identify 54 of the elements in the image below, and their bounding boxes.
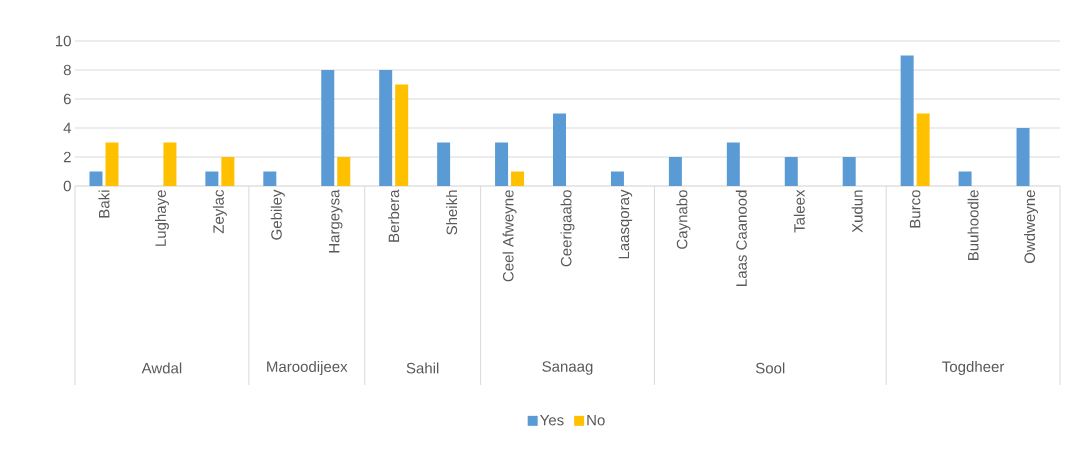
bar bbox=[205, 171, 219, 186]
bar bbox=[263, 171, 277, 186]
bar bbox=[958, 171, 972, 186]
x-tick-label: Burco bbox=[909, 190, 921, 228]
bar bbox=[511, 171, 525, 186]
bar bbox=[163, 142, 177, 186]
text: Maroodijeex bbox=[267, 361, 348, 375]
x-tick-label: Ceel Afweyne bbox=[502, 190, 517, 282]
y-tick-label: 8 bbox=[63, 64, 71, 76]
bar bbox=[1016, 127, 1030, 186]
bar bbox=[610, 171, 624, 186]
x-tick-label: Zeylac bbox=[212, 189, 227, 234]
y-tick-label: 6 bbox=[63, 93, 71, 105]
bar bbox=[900, 55, 914, 186]
bar bbox=[842, 156, 856, 186]
x-tick-label: Laasqoray bbox=[618, 189, 633, 259]
y-tick-label: 2 bbox=[63, 151, 71, 163]
x-tick-label: Buuhoodle bbox=[967, 190, 979, 261]
x-tick-label: Sheikh bbox=[446, 190, 458, 235]
x-tick-label: Berbera bbox=[388, 189, 400, 242]
bar bbox=[495, 142, 509, 186]
bar bbox=[221, 156, 235, 186]
x-tick-label: Taleex bbox=[793, 189, 805, 233]
text: Sanaag bbox=[542, 361, 593, 375]
bar bbox=[395, 84, 409, 186]
bar bbox=[321, 69, 335, 186]
bar bbox=[105, 142, 119, 186]
y-tick-label: 4 bbox=[63, 122, 72, 134]
text: Awdal bbox=[141, 362, 182, 374]
text: Sahil bbox=[406, 362, 439, 374]
bar bbox=[379, 69, 393, 186]
bar bbox=[784, 156, 798, 186]
x-tick-label: Owdweyne bbox=[1024, 190, 1039, 264]
y-tick-label: 10 bbox=[55, 35, 71, 47]
x-tick-label: Baki bbox=[98, 190, 110, 218]
bar bbox=[437, 142, 451, 186]
x-tick-label: Hargeysa bbox=[329, 189, 343, 253]
x-tick-label: Caynabo bbox=[676, 190, 691, 249]
x-tick-label: Ceerigaabo bbox=[560, 190, 575, 267]
legend-label: Yes bbox=[540, 414, 564, 426]
y-tick-label: 0 bbox=[63, 180, 71, 192]
bar bbox=[337, 156, 351, 186]
x-tick-label: Xudun bbox=[851, 190, 863, 233]
bar bbox=[668, 156, 682, 186]
legend-label: No bbox=[587, 414, 605, 426]
x-tick-label: Gebiley bbox=[270, 189, 285, 240]
bar bbox=[89, 171, 103, 186]
text: Sool bbox=[755, 362, 785, 374]
text: Togdheer bbox=[942, 361, 1005, 375]
x-tick-label: Laas Caanood bbox=[735, 190, 747, 286]
x-tick-label: Lughaye bbox=[154, 190, 169, 246]
bar bbox=[553, 113, 566, 186]
bar bbox=[916, 113, 930, 186]
bar bbox=[726, 142, 740, 186]
